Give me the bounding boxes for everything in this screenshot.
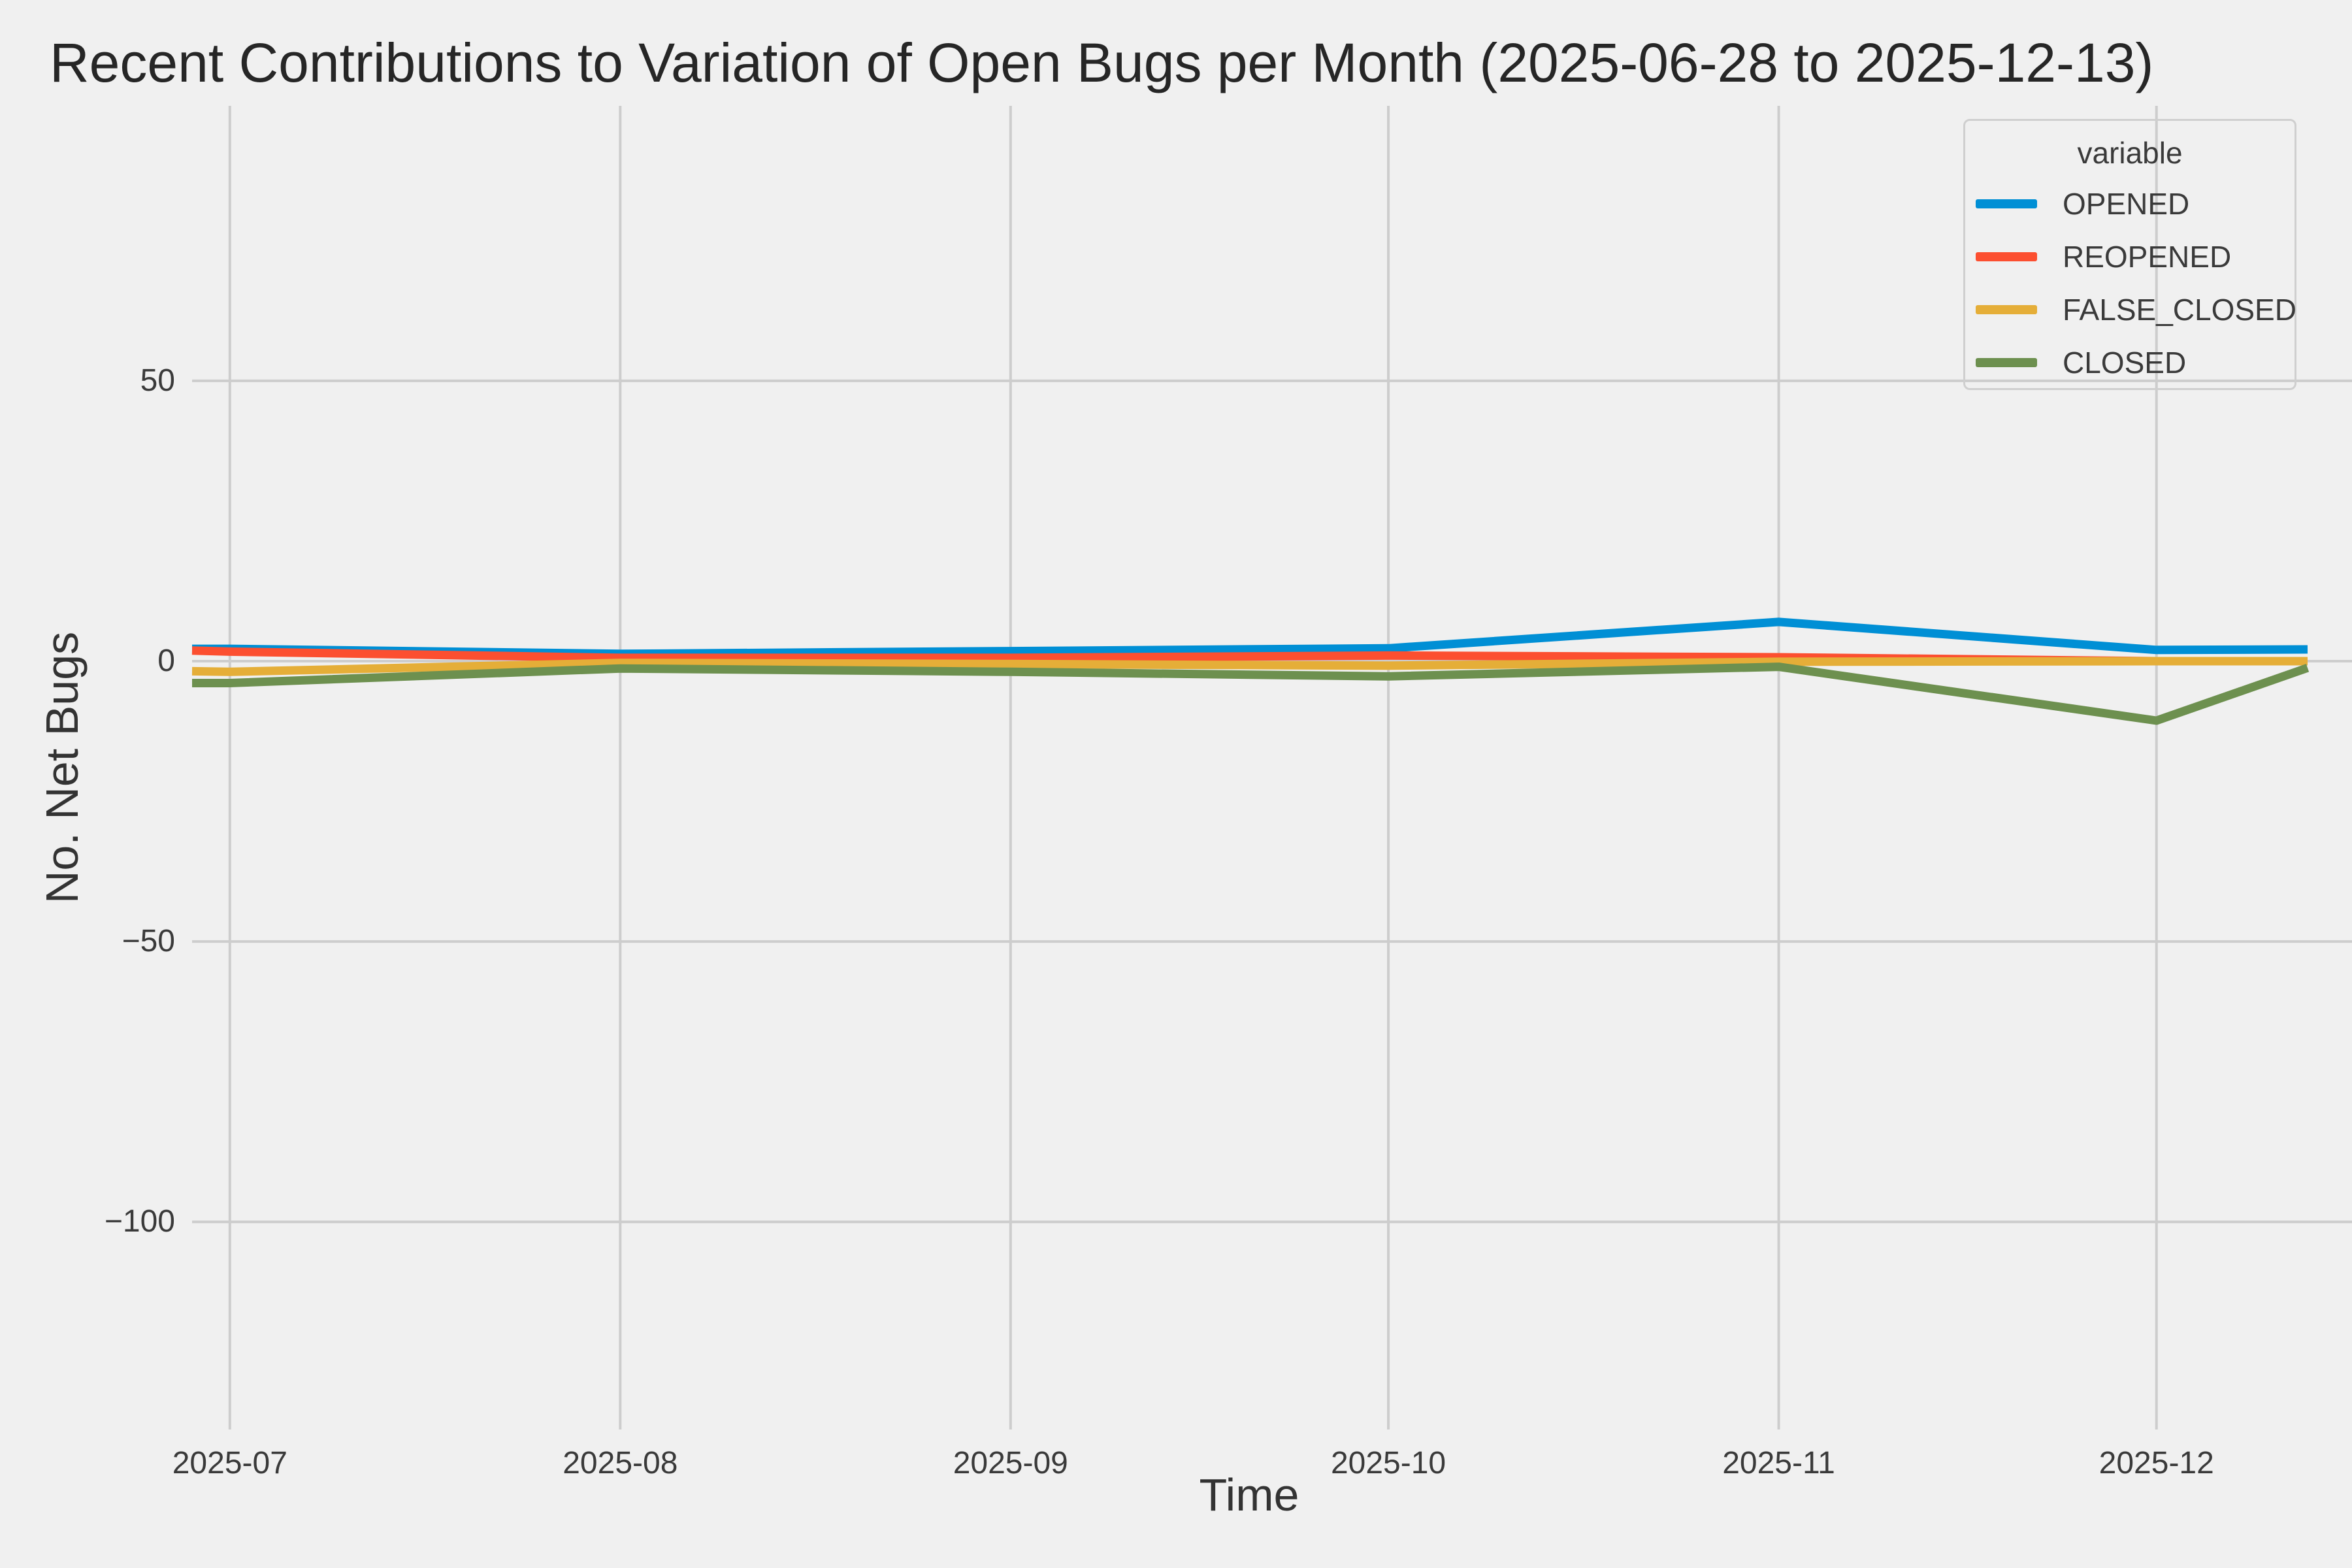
chart-title: Recent Contributions to Variation of Ope… [50,32,2154,93]
legend-entry-opened: OPENED [1965,184,2295,224]
x-axis-label: Time [1199,1469,1299,1520]
y-tick-label: 0 [157,644,175,678]
legend-entry-label: REOPENED [2063,240,2232,274]
false-closed-line-swatch [1976,305,2037,314]
legend-title: variable [2077,136,2183,170]
legend-entry-false-closed: FALSE_CLOSED [1965,289,2296,330]
x-tick-label: 2025-07 [172,1446,287,1480]
closed-line-swatch [1976,358,2037,367]
legend-entry-reopened: REOPENED [1965,237,2295,277]
legend-entry-closed: CLOSED [1965,342,2295,383]
legend-entry-label: FALSE_CLOSED [2063,293,2296,327]
series-line-closed [192,662,2310,725]
series-lines [191,617,2310,725]
series-line-opened [192,617,2308,659]
x-tick-label: 2025-08 [563,1446,678,1480]
y-tick-label: −100 [104,1204,175,1239]
legend-entry-label: OPENED [2063,187,2190,221]
x-tick-label: 2025-11 [1722,1446,1835,1480]
x-tick-label: 2025-10 [1330,1446,1446,1480]
x-tick-label: 2025-09 [953,1446,1068,1480]
y-tick-label: 50 [140,363,175,398]
opened-line-swatch [1976,199,2037,208]
series-line-false_closed [191,657,2308,676]
x-tick-label: 2025-12 [2099,1446,2214,1480]
reopened-line-swatch [1976,252,2037,261]
legend: variable OPENED REOPENED FALSE_CLOSED CL… [1963,119,2296,390]
y-tick-label: −50 [122,924,175,959]
y-axis-label: No. Net Bugs [37,631,88,904]
legend-entry-label: CLOSED [2063,346,2187,380]
